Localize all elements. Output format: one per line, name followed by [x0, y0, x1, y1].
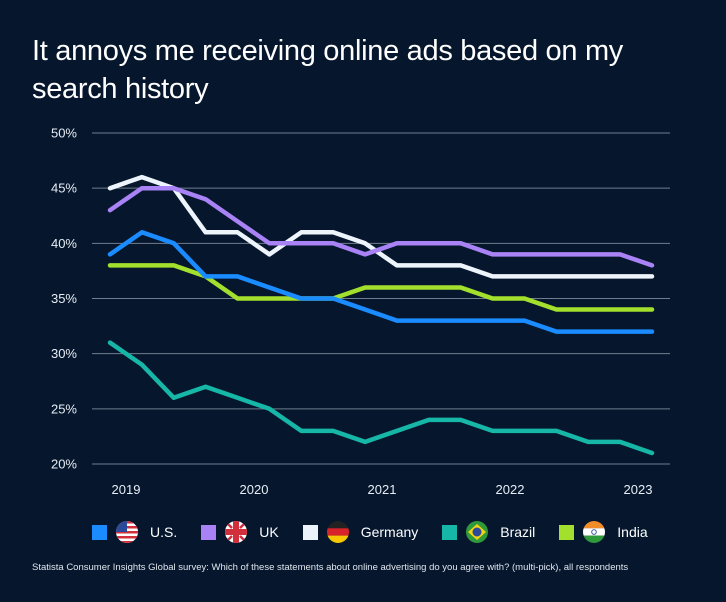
y-tick-label: 30% [51, 346, 77, 361]
legend-item-germany[interactable]: Germany [302, 521, 419, 543]
x-axis-ticks: 2019 2020 2021 2022 2023 [112, 482, 653, 497]
legend-item-uk[interactable]: UK [201, 521, 279, 543]
legend-swatch-uk [201, 524, 217, 540]
chart-title: It annoys me receiving online ads based … [32, 35, 624, 105]
y-axis-ticks: 50% 45% 40% 35% 30% 25% 20% [51, 126, 77, 472]
uk-flag-icon [225, 521, 248, 543]
series-line-india [107, 263, 655, 312]
series-line-germany [107, 174, 655, 279]
x-tick-label: 2022 [496, 482, 525, 497]
x-tick-label: 2021 [368, 482, 397, 497]
series-line-us [107, 230, 655, 334]
legend-swatch-india [559, 524, 575, 540]
x-tick-label: 2019 [112, 482, 141, 497]
legend-label-brazil: Brazil [500, 524, 536, 540]
series-lines [107, 174, 655, 456]
brazil-flag-icon [466, 521, 489, 543]
legend-swatch-brazil [442, 524, 458, 540]
legend-label-us: U.S. [150, 524, 178, 540]
grid-lines [92, 132, 670, 465]
y-tick-label: 25% [51, 401, 77, 416]
legend-item-us[interactable]: U.S. [92, 521, 177, 543]
y-tick-label: 20% [51, 457, 77, 472]
y-tick-label: 40% [51, 236, 77, 251]
legend-item-brazil[interactable]: Brazil [442, 521, 535, 543]
series-line-uk [107, 185, 655, 268]
y-tick-label: 50% [51, 126, 77, 141]
legend-swatch-germany [302, 524, 318, 540]
x-tick-label: 2020 [240, 482, 269, 497]
legend-item-india[interactable]: India [559, 521, 648, 543]
y-tick-label: 35% [51, 291, 77, 306]
y-tick-label: 45% [51, 181, 77, 196]
legend-label-uk: UK [259, 524, 279, 540]
x-tick-label: 2023 [624, 482, 653, 497]
germany-flag-icon [326, 521, 349, 543]
us-flag-icon [116, 521, 138, 543]
legend: U.S. UK Germany [92, 520, 672, 544]
source-note: Statista Consumer Insights Global survey… [32, 562, 629, 573]
series-line-brazil [107, 340, 655, 456]
legend-label-germany: Germany [360, 524, 419, 540]
legend-swatch-us [92, 524, 107, 540]
legend-label-india: India [617, 524, 648, 540]
india-flag-icon [583, 521, 606, 543]
